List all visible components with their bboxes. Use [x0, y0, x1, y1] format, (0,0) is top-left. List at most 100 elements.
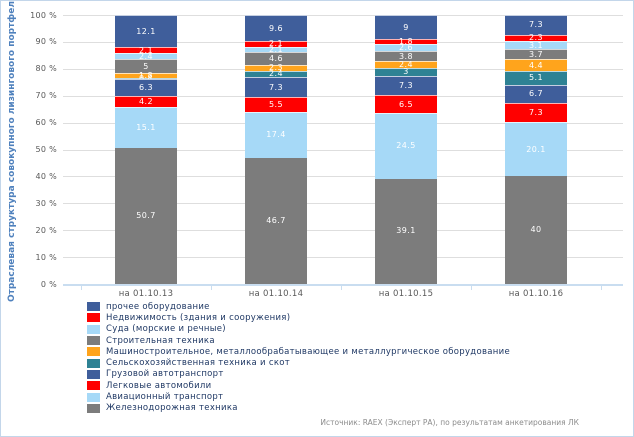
x-tick-mark [471, 286, 472, 290]
bar-segment: 7.3 [505, 102, 567, 123]
segment-value-label: 2.6 [399, 43, 413, 53]
bar-segment: 50.7 [115, 147, 177, 284]
bar-segment: 12.1 [115, 14, 177, 48]
segment-value-label: 9 [403, 22, 409, 32]
bar-segment: 40 [505, 176, 567, 284]
x-tick-mark [601, 286, 602, 290]
y-tick-label: 50 % [35, 145, 57, 154]
y-tick-label: 70 % [35, 91, 57, 101]
segment-value-label: 1.8 [399, 37, 413, 47]
bar-segment: 6.3 [115, 78, 177, 96]
legend-item: Суда (морские и речные) [87, 324, 510, 335]
legend-swatch [87, 358, 100, 368]
y-tick-label: 40 % [35, 171, 57, 181]
x-axis-label: на 01.10.14 [248, 289, 304, 299]
legend-swatch [87, 313, 100, 323]
legend-label: Недвижимость (здания и сооружения) [106, 312, 291, 323]
bar-segment: 15.1 [115, 107, 177, 148]
segment-value-label: 2.1 [139, 45, 153, 55]
segment-value-label: 3.1 [529, 40, 543, 50]
legend-swatch [87, 381, 100, 391]
segment-value-label: 9.6 [269, 23, 283, 33]
legend-swatch [87, 369, 100, 379]
bar-segment: 6.7 [505, 84, 567, 103]
x-axis-label: на 01.10.13 [118, 289, 174, 299]
legend-label: Железнодорожная техника [106, 403, 238, 414]
legend-item: Грузовой автотранспорт [87, 369, 510, 380]
bar-segment: 2.6 [375, 43, 437, 53]
segment-value-label: 0.4 [139, 74, 153, 83]
bar-segment: 0.4 [115, 74, 177, 82]
bar-segment: 2.1 [115, 45, 177, 55]
bar-segment: 7.3 [505, 15, 567, 35]
bar-segment: 4.4 [505, 59, 567, 71]
y-tick-label: 100 % [30, 10, 57, 20]
segment-value-label: 7.3 [529, 108, 543, 118]
gridline [63, 203, 623, 205]
bar-segment: 1.8 [375, 37, 437, 47]
bar-segment: 3 [375, 67, 437, 76]
bar-segment: 20.1 [505, 122, 567, 177]
bar-column: 39.1 24.5 6.5 7.3 3 2.4 3.8 2.6 1.8 9 [375, 15, 437, 284]
segment-value-label: 7.3 [529, 20, 543, 30]
segment-value-label: 12.1 [136, 26, 156, 36]
bar-segment: 2.1 [245, 39, 307, 49]
bar-segment: 46.7 [245, 158, 307, 284]
segment-value-label: 2.4 [269, 69, 283, 79]
legend-label: Машиностроительное, металлообрабатывающе… [106, 346, 511, 357]
bar-segment: 3.1 [505, 40, 567, 50]
gridline [63, 95, 623, 97]
segment-value-label: 2.1 [269, 39, 283, 49]
legend-swatch [87, 347, 100, 357]
gridline [63, 41, 623, 43]
legend-item: Недвижимость (здания и сооружения) [87, 312, 510, 323]
segment-value-label: 20.1 [526, 144, 546, 154]
gridline [63, 68, 623, 70]
legend-label: Суда (морские и речные) [106, 324, 226, 335]
legend-item: Железнодорожная техника [87, 403, 510, 414]
segment-value-label: 7.3 [399, 81, 413, 91]
segment-value-label: 3.7 [529, 49, 543, 59]
legend-item: Строительная техника [87, 335, 510, 346]
bar-column: 50.7 15.1 4.2 6.30.41.852.42.1 12.1 [115, 14, 177, 284]
segment-value-label: 5.1 [529, 73, 543, 83]
bar-segment: 2.4 [245, 69, 307, 79]
legend-item: прочее оборудование [87, 301, 510, 312]
legend-swatch [87, 392, 100, 402]
gridline [63, 257, 623, 259]
legend-label: Сельскохозяйственная техника и скот [106, 358, 291, 369]
bar-segment: 6.5 [375, 95, 437, 113]
gridline [63, 230, 623, 232]
x-tick-mark [341, 286, 342, 290]
segment-value-label: 40 [530, 225, 542, 235]
legend-swatch [87, 403, 100, 413]
x-axis-line [63, 284, 623, 286]
segment-value-label: 39.1 [396, 226, 416, 236]
legend-item: Машиностроительное, металлообрабатывающе… [87, 346, 510, 357]
bar-segment: 7.3 [375, 75, 437, 96]
y-tick-label: 10 % [35, 252, 57, 262]
segment-value-label: 4.4 [529, 60, 543, 70]
x-tick-mark [211, 286, 212, 290]
bar-segment: 7.3 [245, 77, 307, 97]
x-axis-label: на 01.10.15 [378, 289, 434, 299]
bar-segment: 2.4 [115, 52, 177, 60]
bar-segment: 17.4 [245, 111, 307, 159]
segment-value-label: 3.8 [399, 51, 413, 61]
legend-label: Грузовой автотранспорт [106, 369, 224, 380]
gridline [63, 122, 623, 124]
y-tick-label: 0 % [40, 279, 57, 289]
bar-segment: 5 [115, 59, 177, 73]
legend-item: Авиационный транспорт [87, 391, 510, 402]
legend-label: Строительная техника [106, 335, 215, 346]
bar-segment: 2.3 [505, 34, 567, 42]
bar-segment: 39.1 [375, 178, 437, 284]
segment-value-label: 17.4 [266, 130, 286, 140]
gridline [63, 176, 623, 178]
legend-label: Авиационный транспорт [106, 392, 224, 403]
legend-label: прочее оборудование [106, 301, 210, 312]
segment-value-label: 1.8 [139, 70, 153, 80]
bar-segment: 2.3 [245, 63, 307, 73]
segment-value-label: 2.3 [269, 63, 283, 73]
segment-value-label: 24.5 [396, 141, 416, 151]
